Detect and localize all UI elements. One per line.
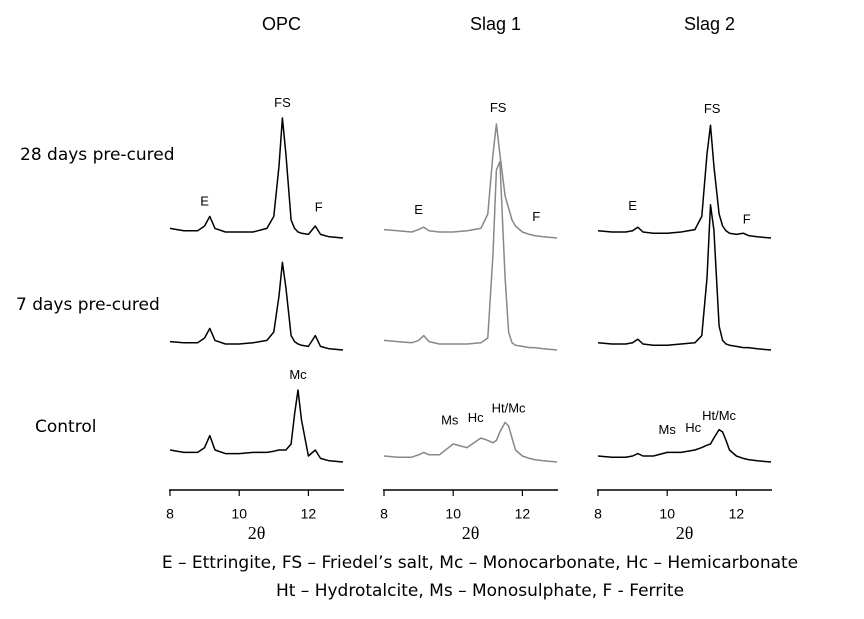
row-label: 7 days pre-cured bbox=[16, 295, 160, 315]
caption: E – Ettringite, FS – Friedel’s salt, Mc … bbox=[162, 553, 798, 573]
x-tick-label: 10 bbox=[445, 506, 461, 522]
x-tick-label: 8 bbox=[166, 506, 174, 522]
x-tick-label: 8 bbox=[594, 506, 602, 522]
xrd-trace bbox=[169, 389, 344, 463]
peak-label: E bbox=[628, 198, 637, 213]
x-tick-label: 10 bbox=[659, 506, 675, 522]
x-axis-label: 2θ bbox=[462, 523, 480, 543]
peak-label: Ms bbox=[659, 422, 677, 437]
peak-label: Hc bbox=[685, 420, 701, 435]
peak-label: F bbox=[743, 211, 751, 226]
x-tick-label: 12 bbox=[301, 506, 317, 522]
x-tick-label: 12 bbox=[515, 506, 531, 522]
x-axis-label: 2θ bbox=[676, 523, 694, 543]
x-tick-label: 8 bbox=[380, 506, 388, 522]
xrd-trace bbox=[383, 123, 558, 239]
xrd-trace bbox=[597, 124, 772, 239]
peak-label: Mc bbox=[289, 367, 307, 382]
xrd-trace bbox=[597, 204, 772, 351]
xrd-trace bbox=[383, 421, 558, 463]
peak-label: FS bbox=[490, 100, 507, 115]
x-axis-label: 2θ bbox=[248, 523, 266, 543]
peak-label: Hc bbox=[468, 410, 484, 425]
caption: Ht – Hydrotalcite, Ms – Monosulphate, F … bbox=[276, 581, 684, 601]
xrd-trace bbox=[383, 160, 558, 351]
peak-label: FS bbox=[274, 95, 291, 110]
peak-label: Ht/Mc bbox=[702, 408, 736, 423]
row-label: 28 days pre-cured bbox=[20, 145, 175, 165]
x-tick-label: 12 bbox=[729, 506, 745, 522]
peak-label: Ms bbox=[441, 413, 459, 428]
peak-label: E bbox=[414, 202, 423, 217]
peak-label: E bbox=[200, 193, 209, 208]
peak-label: F bbox=[532, 209, 540, 224]
peak-label: FS bbox=[704, 101, 721, 116]
panel-title: OPC bbox=[262, 14, 301, 34]
xrd-trace bbox=[169, 261, 344, 351]
peak-label: Ht/Mc bbox=[492, 401, 526, 416]
panel-title: Slag 1 bbox=[470, 14, 521, 34]
row-label: Control bbox=[35, 417, 96, 437]
panel-title: Slag 2 bbox=[684, 14, 735, 34]
xrd-trace bbox=[169, 117, 344, 239]
xrd-trace bbox=[597, 428, 772, 463]
x-tick-label: 10 bbox=[231, 506, 247, 522]
peak-label: F bbox=[315, 199, 323, 214]
